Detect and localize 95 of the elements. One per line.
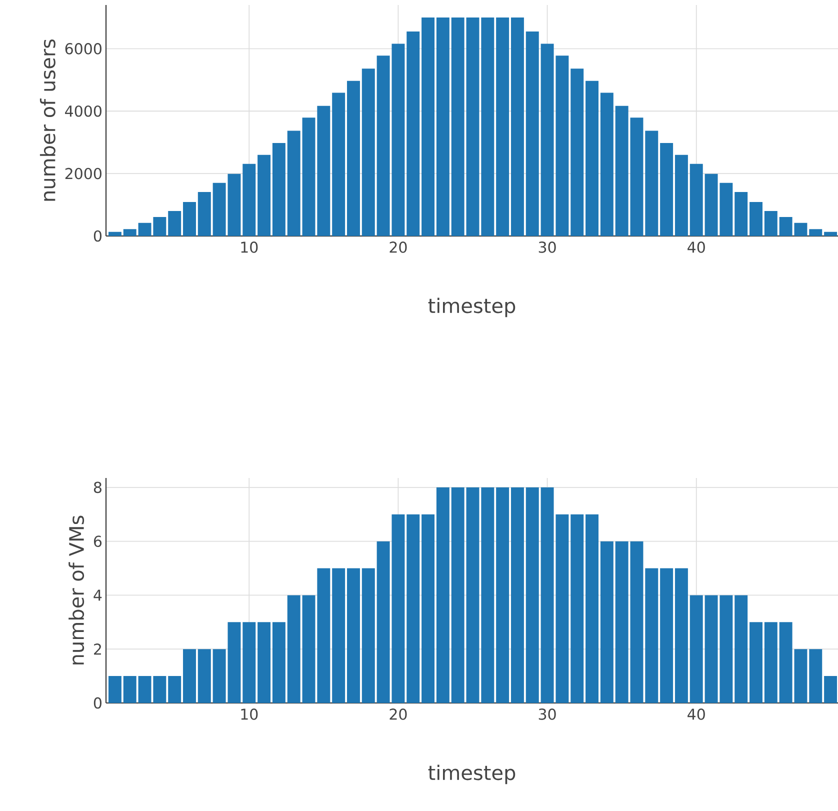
bar (346, 568, 360, 703)
bar (481, 487, 494, 703)
bar (615, 541, 628, 703)
bar (586, 80, 598, 236)
bar (362, 568, 375, 703)
bar (674, 154, 688, 236)
bar (660, 142, 674, 236)
bar (123, 229, 136, 236)
bar (302, 595, 316, 703)
bar (645, 568, 658, 703)
bar (332, 568, 346, 703)
bar (168, 211, 182, 236)
bar (272, 142, 286, 236)
bar (734, 192, 748, 236)
bar (764, 211, 778, 236)
bar (168, 676, 182, 703)
x-tick-label: 20 (390, 708, 407, 720)
bar (287, 130, 300, 236)
bar (302, 118, 316, 236)
y-axis-title: number of users (40, 39, 56, 201)
bar (690, 595, 703, 703)
bar (183, 649, 196, 703)
bar (317, 568, 330, 703)
y-tick-label: 0 (94, 230, 102, 242)
bar (451, 17, 464, 236)
y-tick-label: 4000 (65, 105, 102, 117)
bar (258, 154, 271, 236)
bar (406, 514, 420, 703)
bar (242, 622, 256, 703)
bar (809, 229, 822, 236)
bar (600, 541, 614, 703)
x-tick-label: 30 (538, 242, 556, 253)
bar (198, 649, 211, 703)
y-tick-label: 8 (94, 482, 102, 494)
x-tick-label: 20 (390, 242, 407, 253)
bar (615, 106, 628, 236)
y-tick-label: 2 (94, 644, 101, 655)
bar (436, 487, 450, 703)
x-tick-label: 10 (241, 708, 258, 720)
bar (510, 487, 524, 703)
bar (570, 514, 584, 703)
y-axis-title: number of VMs (68, 516, 84, 664)
bar (496, 17, 510, 236)
x-tick-label: 10 (241, 242, 258, 253)
bar (750, 622, 762, 703)
bar (496, 487, 510, 703)
x-tick-label: 40 (688, 242, 705, 253)
y-tick-label: 4 (94, 590, 102, 601)
bar (750, 202, 762, 236)
bar (586, 514, 598, 703)
bar (526, 32, 539, 236)
y-tick-label: 6000 (65, 43, 102, 54)
bar (570, 68, 584, 236)
bar (824, 232, 838, 236)
bar (198, 192, 211, 236)
bar (108, 676, 122, 703)
bar (674, 568, 688, 703)
bar (258, 622, 271, 703)
y-tick-label: 0 (94, 697, 102, 709)
bar (406, 32, 420, 236)
x-tick-label: 40 (688, 708, 705, 720)
bar (242, 164, 256, 236)
bar (630, 118, 644, 236)
bar (481, 17, 494, 236)
bar (600, 92, 614, 236)
bar (526, 487, 539, 703)
bar (422, 514, 435, 703)
bar (362, 68, 375, 236)
bar (317, 106, 330, 236)
x-axis-title: timestep (428, 298, 516, 318)
bar (466, 17, 480, 236)
bar (510, 17, 524, 236)
x-tick-label: 30 (538, 708, 556, 720)
x-axis-title: timestep (428, 764, 516, 784)
bar (764, 622, 778, 703)
y-tick-label: 6 (94, 536, 102, 547)
bar (272, 622, 286, 703)
bar (332, 92, 346, 236)
bar (123, 676, 136, 703)
bar (346, 80, 360, 236)
bar (824, 676, 838, 703)
bar (436, 17, 450, 236)
bar (466, 487, 480, 703)
bar (734, 595, 748, 703)
bar (645, 130, 658, 236)
bar (183, 202, 196, 236)
bar (809, 649, 822, 703)
bar (108, 232, 122, 236)
bar (287, 595, 300, 703)
y-tick-label: 2000 (65, 168, 102, 180)
bar (660, 568, 674, 703)
bar (630, 541, 644, 703)
bar (451, 487, 464, 703)
bar (690, 164, 703, 236)
bar (422, 17, 435, 236)
